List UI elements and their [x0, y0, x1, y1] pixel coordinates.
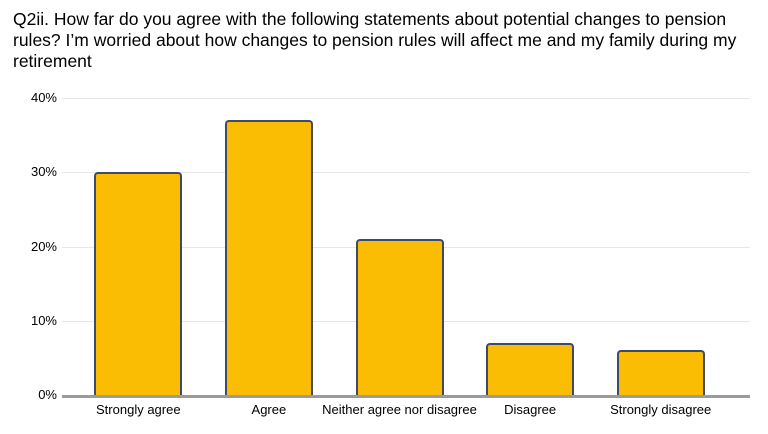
x-axis-line	[62, 395, 750, 398]
y-axis-tick-label: 10%	[30, 312, 57, 328]
plot-area	[62, 98, 750, 398]
bar	[355, 239, 444, 395]
y-axis-tick-label: 20%	[30, 238, 57, 254]
y-axis-tick-label: 40%	[30, 90, 57, 105]
x-axis-tick-label: Agree	[251, 402, 287, 417]
bar	[486, 343, 575, 395]
bar	[616, 350, 705, 395]
x-axis-tick-label: Disagree	[504, 402, 557, 417]
bar	[94, 172, 183, 395]
gridline	[62, 172, 750, 173]
y-axis-tick-label: 30%	[30, 164, 57, 180]
gridline	[62, 98, 750, 99]
y-axis-tick-label: 0%	[38, 387, 57, 402]
x-axis-tick-label: Strongly disagree	[610, 402, 712, 417]
x-axis-tick-label: Strongly agree	[96, 402, 181, 417]
chart-title: Q2ii. How far do you agree with the foll…	[13, 9, 737, 71]
bar	[224, 120, 313, 395]
x-axis-tick-label: Neither agree nor disagree	[322, 402, 477, 417]
